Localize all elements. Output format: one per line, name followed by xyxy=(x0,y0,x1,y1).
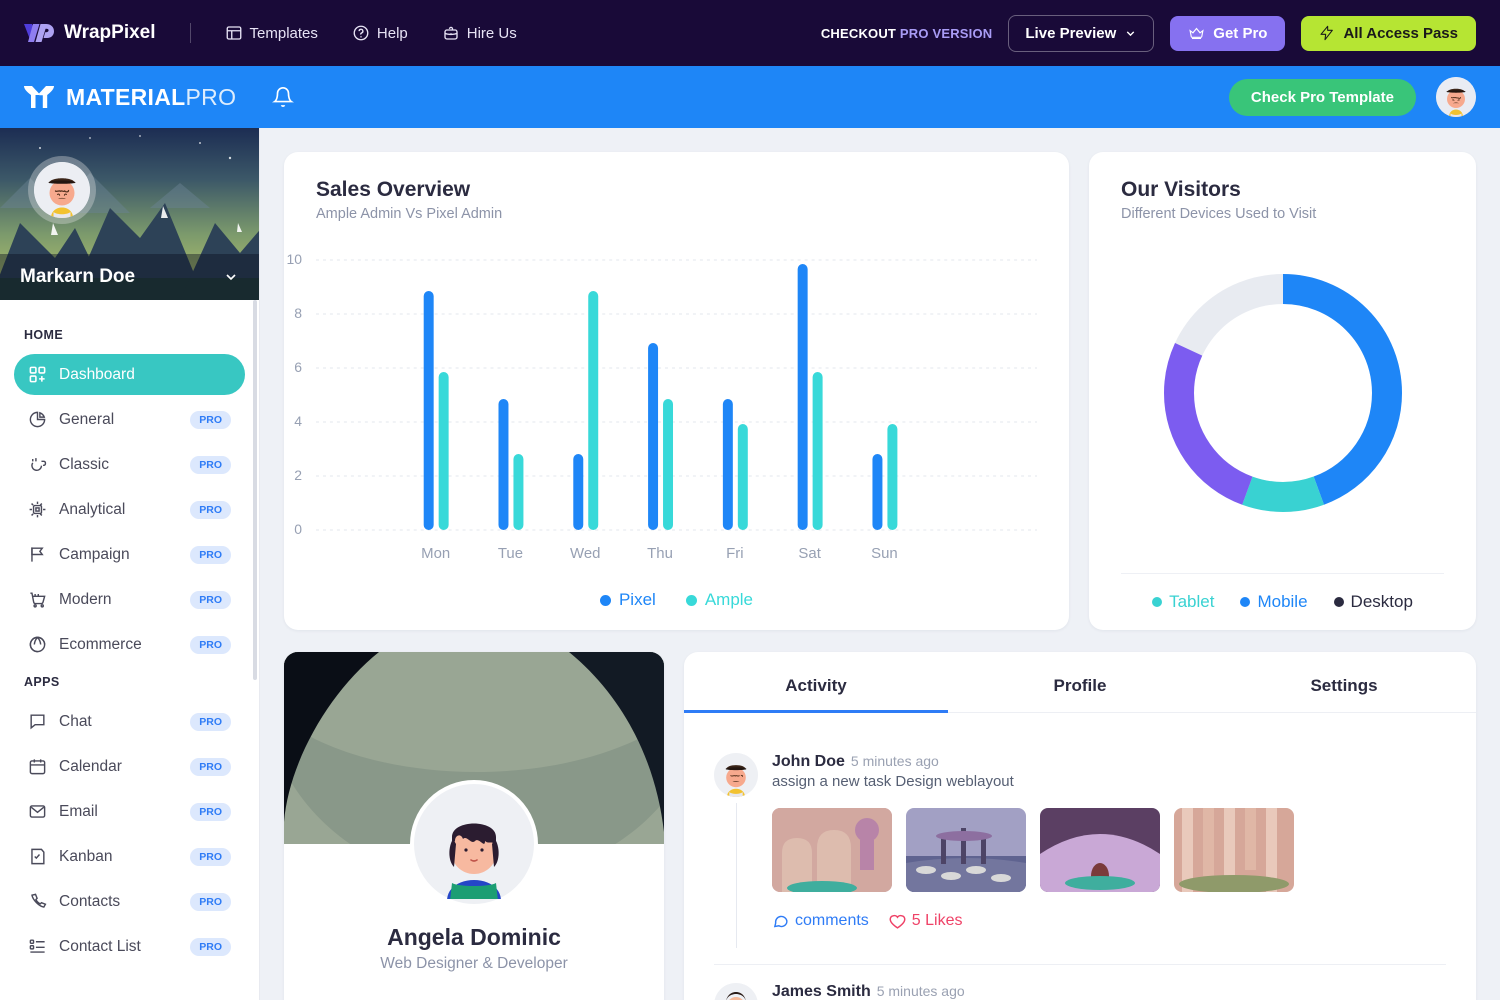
svg-text:Wed: Wed xyxy=(570,545,600,562)
svg-text:0: 0 xyxy=(294,521,302,537)
svg-text:Tue: Tue xyxy=(498,545,523,562)
svg-text:Sat: Sat xyxy=(798,545,821,562)
svg-text:Mon: Mon xyxy=(421,545,450,562)
svg-text:8: 8 xyxy=(294,305,302,321)
svg-text:4: 4 xyxy=(294,413,302,429)
svg-text:2: 2 xyxy=(294,467,302,483)
svg-text:10: 10 xyxy=(287,251,303,267)
svg-text:Sun: Sun xyxy=(871,545,898,562)
svg-text:6: 6 xyxy=(294,359,302,375)
svg-text:Fri: Fri xyxy=(726,545,743,562)
svg-text:Thu: Thu xyxy=(647,545,673,562)
